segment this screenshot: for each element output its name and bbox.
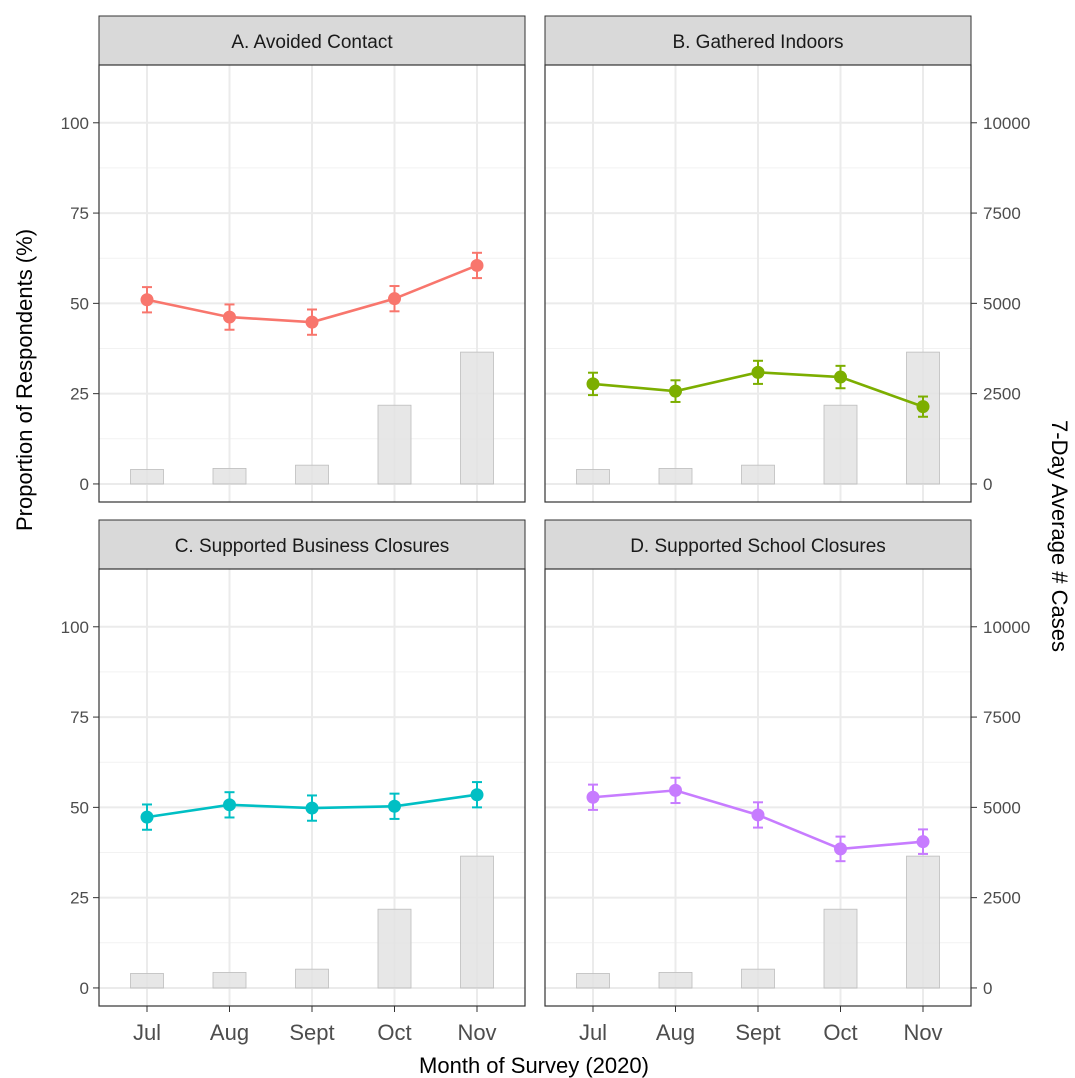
x-tick-label: Aug [656, 1020, 695, 1045]
case-bar [576, 469, 610, 485]
facet-strip [544, 519, 972, 570]
data-point [669, 384, 682, 398]
data-point [388, 292, 401, 306]
case-bar [212, 468, 247, 485]
y-axis-title-left: Proportion of Respondents (%) [12, 229, 37, 531]
facet-title: A. Avoided Contact [231, 32, 393, 53]
y-tick-label: 25 [70, 889, 89, 908]
data-point [470, 788, 484, 802]
case-bar [377, 404, 412, 485]
data-point [140, 293, 154, 307]
facet-strip [98, 15, 526, 66]
panel-border [544, 64, 972, 503]
x-tick-label: Sept [289, 1020, 334, 1045]
y-tick-label: 50 [70, 798, 89, 817]
y2-tick-label: 0 [983, 475, 992, 494]
y-tick-label: 50 [70, 294, 89, 313]
data-point [140, 810, 154, 824]
y-tick-label: 75 [70, 708, 89, 727]
case-bar [741, 968, 775, 989]
case-bar [906, 855, 940, 989]
y-tick-label: 0 [80, 979, 89, 998]
y2-tick-label: 10000 [983, 618, 1030, 637]
x-axis-title: Month of Survey (2020) [419, 1053, 649, 1078]
x-tick-label: Oct [823, 1020, 857, 1045]
data-point [305, 315, 319, 329]
data-point [470, 258, 484, 272]
data-point [388, 799, 401, 813]
x-tick-label: Jul [133, 1020, 161, 1045]
y-tick-label: 100 [61, 618, 89, 637]
y-tick-label: 25 [70, 385, 89, 404]
y2-tick-label: 10000 [983, 114, 1030, 133]
facet-title: D. Supported School Closures [630, 536, 886, 557]
case-bar [460, 351, 494, 485]
data-point [916, 400, 930, 414]
y2-tick-label: 2500 [983, 385, 1021, 404]
case-bar [295, 464, 329, 485]
y-tick-label: 100 [61, 114, 89, 133]
x-tick-label: Jul [579, 1020, 607, 1045]
x-tick-label: Sept [735, 1020, 780, 1045]
case-bar [658, 972, 693, 989]
y-axis-title-right: 7-Day Average # Cases [1047, 420, 1072, 652]
case-bar [130, 469, 164, 485]
facet-strip [544, 15, 972, 66]
facet-title: C. Supported Business Closures [175, 536, 450, 557]
case-bar [823, 404, 858, 485]
data-point [916, 835, 930, 849]
data-point [586, 790, 600, 804]
data-point [223, 310, 236, 324]
panel-b: B. Gathered Indoors 0 2500 5000 7500 10000 [544, 15, 1030, 503]
y2-tick-label: 2500 [983, 889, 1021, 908]
y2-tick-label: 0 [983, 979, 992, 998]
data-point [223, 798, 236, 812]
panel-a: A. Avoided Contact 0 25 50 75 100 [61, 15, 526, 503]
panel-d: D. Supported School Closures 0 2500 5000 750… [544, 519, 1030, 1045]
x-tick-label: Oct [377, 1020, 411, 1045]
data-point [669, 783, 682, 797]
data-point [751, 808, 765, 822]
panel-c: C. Supported Business Closures 0 25 50 75 100… [61, 519, 526, 1045]
data-point [834, 842, 847, 856]
data-point [586, 377, 600, 391]
panel-border [98, 64, 526, 503]
y-tick-label: 0 [80, 475, 89, 494]
case-bar [377, 908, 412, 989]
y-tick-label: 75 [70, 204, 89, 223]
data-point [751, 365, 765, 379]
case-bar [658, 468, 693, 485]
facet-title: B. Gathered Indoors [672, 32, 843, 53]
case-bar [212, 972, 247, 989]
case-bar [576, 973, 610, 989]
x-tick-label: Nov [903, 1020, 942, 1045]
x-tick-label: Nov [457, 1020, 496, 1045]
facet-strip [98, 519, 526, 570]
data-point [834, 370, 847, 384]
y2-tick-label: 7500 [983, 708, 1021, 727]
case-bar [130, 973, 164, 989]
case-bar [295, 968, 329, 989]
x-tick-label: Aug [210, 1020, 249, 1045]
case-bar [460, 855, 494, 989]
y2-tick-label: 5000 [983, 294, 1021, 313]
data-point [305, 801, 319, 815]
y2-tick-label: 5000 [983, 798, 1021, 817]
case-bar [906, 351, 940, 485]
case-bar [741, 464, 775, 485]
case-bar [823, 908, 858, 989]
y2-tick-label: 7500 [983, 204, 1021, 223]
